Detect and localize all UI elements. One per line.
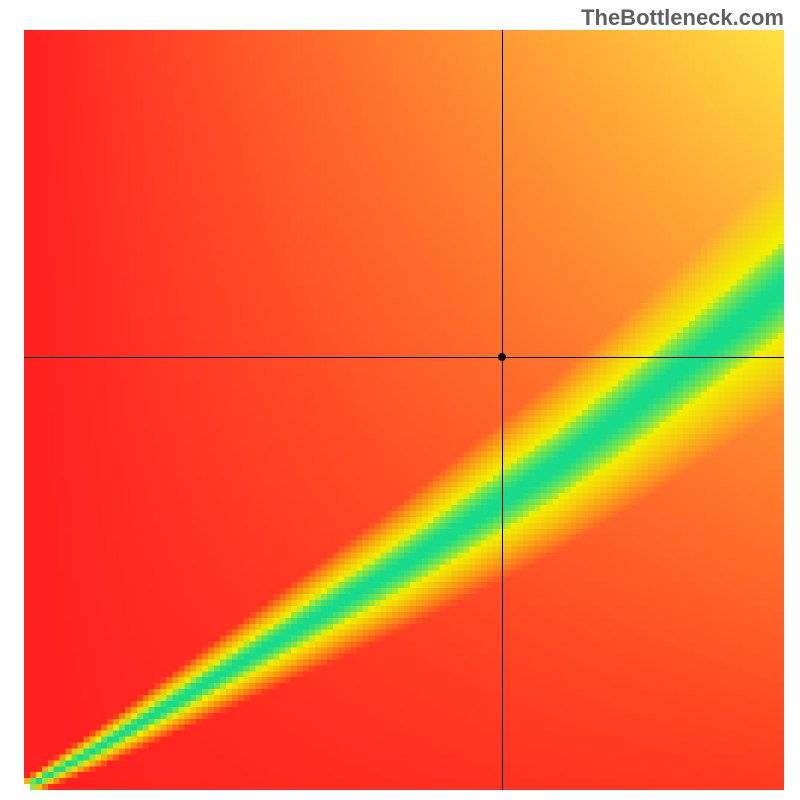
crosshair-marker (498, 353, 506, 361)
watermark-text: TheBottleneck.com (581, 5, 784, 31)
bottleneck-heatmap (24, 30, 784, 790)
figure-container: TheBottleneck.com (0, 0, 800, 800)
heatmap-canvas (24, 30, 784, 790)
crosshair-vertical-line (502, 30, 503, 790)
crosshair-horizontal-line (24, 357, 784, 358)
